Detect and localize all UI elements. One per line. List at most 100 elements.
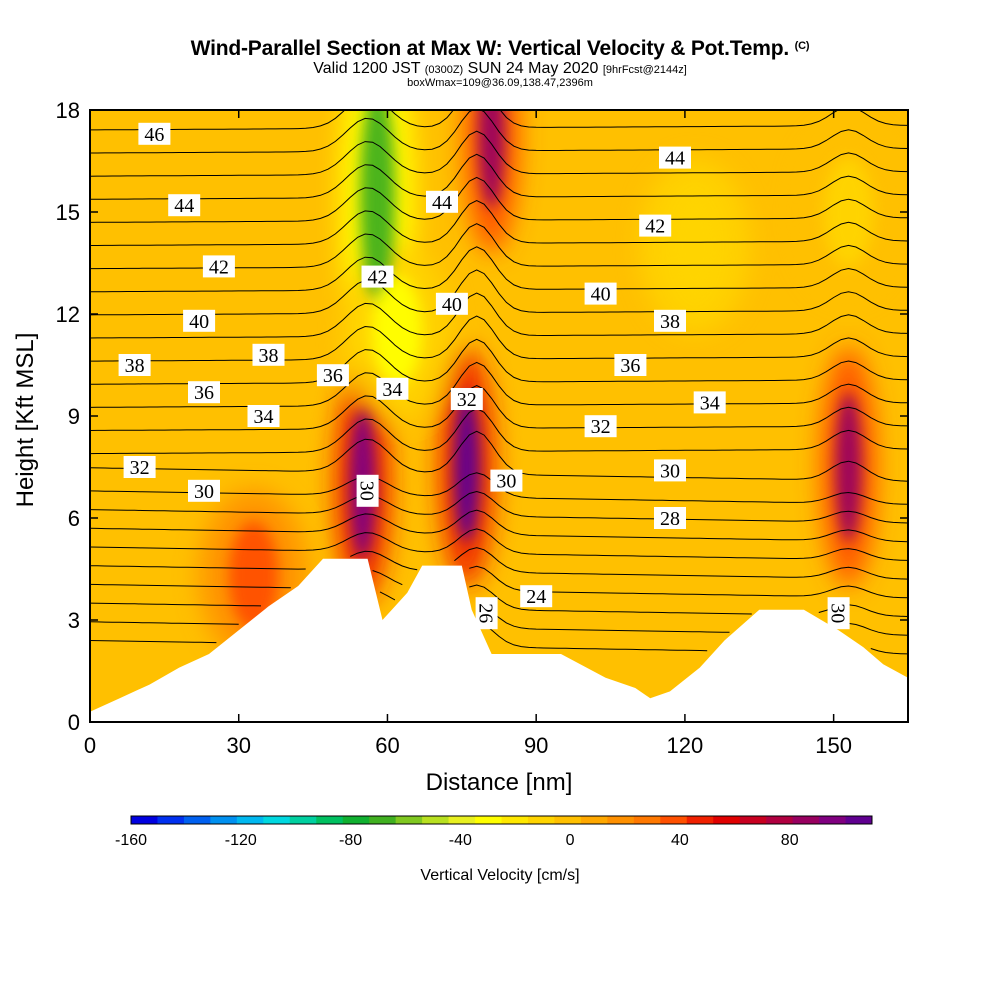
y-tick-label: 15 bbox=[56, 200, 80, 225]
contour-label-text: 42 bbox=[645, 216, 665, 238]
contour-label-text: 26 bbox=[475, 603, 497, 623]
chart-box-info: boxWmax=109@36.09,138.47,2396m bbox=[407, 77, 593, 89]
colorbar-swatch bbox=[289, 816, 317, 824]
contour-label-text: 24 bbox=[526, 586, 546, 608]
contour-label-text: 30 bbox=[194, 481, 214, 503]
contour-label: 30 bbox=[827, 597, 850, 630]
contour-label-text: 36 bbox=[194, 382, 214, 404]
pot-temp-contour-line bbox=[90, 130, 908, 177]
chart-title: Wind-Parallel Section at Max W: Vertical… bbox=[190, 37, 810, 60]
chart-subtitle: Valid 1200 JST (0300Z) SUN 24 May 2020 [… bbox=[313, 60, 687, 77]
contour-label: 44 bbox=[426, 190, 458, 214]
colorbar-tick-label: 0 bbox=[566, 832, 575, 849]
contour-label: 38 bbox=[654, 309, 686, 333]
pot-temp-contour-line bbox=[90, 269, 908, 316]
contour-label: 34 bbox=[693, 391, 726, 414]
pot-temp-contour-line bbox=[90, 528, 908, 561]
colorbar: -160 -120 -80 -40 0 40 80 bbox=[115, 815, 873, 849]
contour-labels: 46 44 44 44 42 42 42 40 40 40 38 38 38 36 36 36 34 34 34 32… bbox=[118, 122, 850, 630]
colorbar-swatch bbox=[263, 816, 291, 824]
contour-label-text: 38 bbox=[125, 355, 145, 377]
contour-label-text: 34 bbox=[700, 392, 720, 414]
y-axis-label: Height [Kft MSL] bbox=[12, 333, 39, 508]
colorbar-swatch bbox=[845, 816, 873, 824]
pot-temp-contour-line bbox=[90, 361, 908, 408]
pot-temp-contour-line bbox=[90, 199, 908, 246]
contour-label-box bbox=[168, 194, 201, 217]
contour-label: 36 bbox=[316, 364, 349, 387]
contour-label-box bbox=[490, 469, 523, 492]
velocity-cell bbox=[835, 392, 862, 542]
pot-temp-contour-line bbox=[90, 176, 908, 223]
contour-label-text: 32 bbox=[457, 389, 477, 411]
contour-label: 34 bbox=[247, 405, 280, 428]
contour-label: 24 bbox=[520, 585, 553, 608]
contour-label-box bbox=[614, 354, 647, 376]
pot-temp-contour-line bbox=[90, 490, 908, 524]
colorbar-swatch bbox=[819, 816, 846, 824]
contour-label: 40 bbox=[584, 282, 617, 306]
contour-label-text: 38 bbox=[259, 345, 279, 367]
pot-temp-contour-line bbox=[90, 408, 908, 455]
colorbar-swatch bbox=[183, 816, 211, 824]
x-tick-label: 120 bbox=[667, 733, 704, 758]
contour-label-text: 34 bbox=[382, 379, 402, 401]
colorbar-swatch bbox=[157, 816, 185, 824]
contour-label: 34 bbox=[376, 377, 409, 401]
velocity-cell bbox=[228, 521, 279, 631]
y-tick-label: 0 bbox=[68, 710, 80, 735]
contour-label: 32 bbox=[123, 456, 156, 479]
colorbar-tick-label: 40 bbox=[671, 832, 689, 849]
contour-label-box bbox=[426, 190, 458, 213]
contour-label: 44 bbox=[168, 194, 201, 217]
y-tick-label: 6 bbox=[68, 506, 80, 531]
colorbar-swatch bbox=[236, 816, 264, 824]
contour-label-text: 40 bbox=[189, 311, 209, 333]
colorbar-label: Vertical Velocity [cm/s] bbox=[420, 867, 579, 884]
contour-label-text: 40 bbox=[442, 294, 462, 316]
velocity-cell bbox=[478, 110, 505, 209]
y-tick-label: 9 bbox=[68, 404, 80, 429]
contour-label-text: 36 bbox=[620, 355, 640, 377]
contour-label-box bbox=[475, 597, 498, 630]
colorbar-swatch bbox=[527, 816, 555, 824]
x-tick-label: 60 bbox=[375, 733, 399, 758]
potential-temperature-contours bbox=[90, 62, 908, 655]
contour-label-box bbox=[138, 122, 171, 145]
velocity-cell bbox=[823, 157, 874, 267]
colorbar-swatch bbox=[422, 816, 449, 824]
contour-label: 36 bbox=[188, 381, 220, 404]
contour-label: 26 bbox=[475, 597, 498, 630]
pot-temp-contour-line bbox=[90, 338, 908, 385]
colorbar-swatch bbox=[607, 816, 635, 824]
pot-temp-contour-line bbox=[90, 509, 908, 543]
colorbar-swatch bbox=[792, 816, 820, 824]
contour-label-text: 46 bbox=[144, 124, 164, 146]
pot-temp-contour-line bbox=[90, 246, 908, 293]
contour-label-box bbox=[659, 146, 691, 169]
colorbar-swatch bbox=[633, 816, 661, 824]
colorbar-swatch bbox=[131, 816, 158, 824]
contour-label-box bbox=[450, 388, 483, 410]
x-tick-label: 30 bbox=[226, 733, 250, 758]
x-axis: 0 30 60 90 120 150 bbox=[84, 110, 852, 758]
pot-temp-contour-line bbox=[90, 315, 908, 362]
pot-temp-contour-line bbox=[90, 430, 908, 482]
contour-label-box bbox=[361, 265, 394, 288]
contour-label-text: 40 bbox=[591, 284, 611, 306]
contour-label-box bbox=[435, 292, 468, 315]
contour-label-box bbox=[827, 597, 850, 630]
contour-label: 28 bbox=[654, 507, 686, 530]
contour-label-box bbox=[584, 415, 617, 438]
copyright-mark: (C) bbox=[794, 40, 810, 52]
contour-label-box bbox=[252, 343, 285, 366]
pot-temp-contour-line bbox=[90, 62, 908, 107]
contour-label-box bbox=[654, 459, 686, 482]
pot-temp-contour-line bbox=[90, 110, 908, 154]
colorbar-swatch bbox=[713, 816, 741, 824]
y-tick-label: 3 bbox=[68, 608, 80, 633]
pot-temp-contour-line bbox=[90, 384, 908, 431]
colorbar-swatch bbox=[342, 816, 370, 824]
pot-temp-contour-line bbox=[90, 603, 908, 636]
contour-label-text: 44 bbox=[174, 195, 194, 217]
